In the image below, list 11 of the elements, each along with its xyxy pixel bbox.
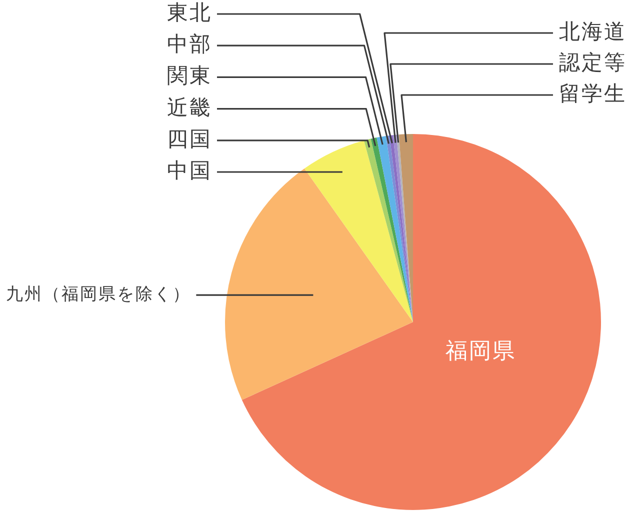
slice-label: 認定等 — [559, 50, 626, 74]
slice-label: 留学生 — [559, 81, 626, 106]
slice-label: 関東 — [167, 64, 212, 88]
slice-label: 中国 — [167, 158, 212, 182]
slice-label: 中部 — [167, 32, 212, 56]
slice-label: 近畿 — [167, 95, 212, 120]
slice-label: 九州（福岡県を除く） — [6, 284, 192, 304]
slice-label: 北海道 — [559, 19, 626, 44]
slice-label: 四国 — [167, 126, 212, 151]
slice-label: 東北 — [167, 0, 212, 24]
slice-label: 福岡県 — [446, 339, 516, 364]
